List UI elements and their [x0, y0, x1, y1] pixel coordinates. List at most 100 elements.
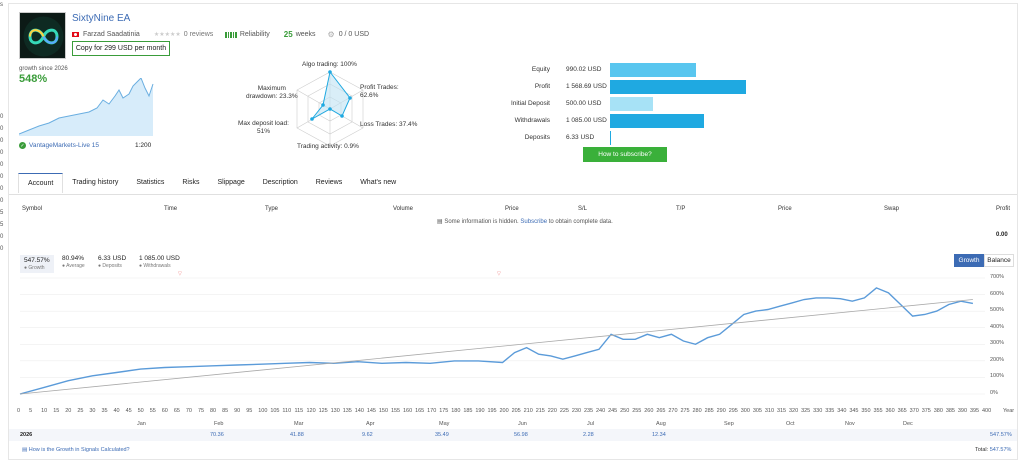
month-label: Nov: [845, 421, 855, 427]
x-tick-label: 215: [535, 408, 545, 414]
x-tick-label: 15: [53, 408, 60, 414]
x-tick-label: 35: [101, 408, 108, 414]
column-header-price[interactable]: Price: [505, 206, 519, 212]
x-tick-label: 390: [957, 408, 968, 414]
stat-withdrawals[interactable]: 1 085.00 USD ● Withdrawals: [139, 255, 180, 269]
broker-account[interactable]: ✓ VantageMarkets-Live 15: [19, 142, 99, 149]
help-icon: ▤: [22, 447, 28, 453]
gutter-label: 0: [0, 174, 4, 180]
column-header-profit[interactable]: Profit: [996, 206, 1011, 212]
reviews-count[interactable]: 0 reviews: [183, 31, 214, 38]
gutter-label: 0: [0, 114, 4, 120]
x-tick-label: 370: [909, 408, 919, 414]
y-tick-label: 200%: [990, 356, 1005, 363]
broker-account-name[interactable]: VantageMarkets-Live 15: [29, 142, 99, 149]
balance-label-initial-deposit: Initial Deposit: [510, 100, 550, 107]
total-value: 547.57%: [989, 447, 1012, 453]
stat-deposits-label: ● Deposits: [98, 263, 122, 269]
x-tick-label: 110: [282, 408, 292, 414]
column-header-volume[interactable]: Volume: [393, 206, 414, 212]
monthly-value[interactable]: 9.62: [362, 432, 373, 438]
gutter-label: 0: [0, 138, 4, 144]
tabs: Account Trading history Statistics Risks…: [18, 173, 405, 193]
y-tick-label: 500%: [990, 307, 1005, 314]
year-summary-row: [9, 429, 1017, 441]
how-to-subscribe-button[interactable]: How to subscribe?: [583, 147, 667, 162]
column-header-close-price[interactable]: Price: [778, 206, 792, 212]
signal-title[interactable]: SixtyNine EA: [72, 13, 131, 24]
subscribers-icon: ⚙: [327, 30, 335, 39]
balance-bar-initial-deposit: [610, 97, 654, 111]
x-tick-label: 0: [17, 408, 21, 414]
gutter-label: 5: [0, 222, 4, 228]
x-tick-label: 75: [197, 408, 205, 414]
x-tick-label: 175: [439, 408, 449, 414]
month-label: Dec: [903, 421, 913, 427]
reliability-label: Reliability: [239, 31, 270, 38]
balance-bar-profit: [610, 80, 746, 94]
x-tick-label: 270: [668, 408, 678, 414]
radar-label-profit: Profit Trades: 62.6%: [360, 84, 399, 100]
x-tick-label: 355: [873, 408, 883, 414]
x-tick-label: 380: [933, 408, 943, 414]
balance-toggle-button[interactable]: Balance: [984, 254, 1014, 267]
tab-slippage[interactable]: Slippage: [217, 179, 245, 186]
monthly-value[interactable]: 41.88: [290, 432, 304, 438]
trend-line: [19, 299, 973, 395]
y-tick-label: 100%: [990, 373, 1005, 380]
x-tick-label: 60: [161, 408, 168, 414]
leverage-value: 1:200: [135, 142, 152, 149]
x-tick-label: 205: [511, 408, 521, 414]
x-axis-label: Year: [1003, 408, 1015, 414]
x-tick-label: 400: [982, 408, 992, 414]
x-tick-label: 375: [921, 408, 931, 414]
copy-signal-button[interactable]: Copy for 299 USD per month: [72, 41, 170, 56]
column-header-sl[interactable]: S/L: [578, 206, 588, 212]
tab-description[interactable]: Description: [262, 179, 298, 186]
column-header-time[interactable]: Time: [164, 206, 178, 212]
balance-label-profit: Profit: [534, 83, 550, 90]
x-tick-label: 170: [427, 408, 437, 414]
x-tick-label: 280: [692, 408, 702, 414]
x-tick-label: 120: [306, 408, 316, 414]
radar-label-activity: Trading activity: 0.9%: [297, 143, 359, 150]
subscribe-link[interactable]: Subscribe: [520, 219, 548, 225]
weeks-label: weeks: [295, 31, 316, 38]
monthly-value[interactable]: 35.49: [435, 432, 449, 438]
tab-reviews[interactable]: Reviews: [315, 179, 343, 186]
growth-calculation-link[interactable]: ▤ How is the Growth in Signals Calculate…: [22, 447, 130, 453]
x-tick-label: 80: [210, 408, 217, 414]
stat-average[interactable]: 80.94% ● Average: [62, 255, 85, 269]
growth-since-label: growth since 2026: [19, 66, 68, 72]
balance-label-deposits: Deposits: [524, 134, 550, 141]
stat-deposits[interactable]: 6.33 USD ● Deposits: [98, 255, 126, 269]
growth-calculation-text[interactable]: How is the Growth in Signals Calculated?: [28, 447, 130, 453]
tab-risks[interactable]: Risks: [182, 179, 200, 186]
column-header-tp[interactable]: T/P: [676, 206, 686, 212]
tab-statistics[interactable]: Statistics: [136, 179, 165, 186]
growth-toggle-button[interactable]: Growth: [954, 254, 984, 267]
column-header-swap[interactable]: Swap: [884, 206, 900, 212]
x-tick-label: 275: [680, 408, 690, 414]
tab-account[interactable]: Account: [18, 173, 64, 193]
tab-whats-new[interactable]: What's new: [360, 179, 397, 186]
monthly-value[interactable]: 70.36: [210, 432, 224, 438]
monthly-value[interactable]: 2.28: [583, 432, 594, 438]
stat-average-label: ● Average: [62, 263, 85, 269]
monthly-value[interactable]: 56.98: [514, 432, 528, 438]
balance-value-initial-deposit: 500.00 USD: [566, 100, 602, 107]
author-name[interactable]: Farzad Saadatinia: [83, 31, 140, 38]
column-header-symbol[interactable]: Symbol: [22, 206, 43, 212]
balance-value-equity: 990.02 USD: [566, 66, 602, 73]
column-header-type[interactable]: Type: [265, 206, 279, 212]
stat-growth[interactable]: 547.57% ● Growth: [20, 255, 54, 273]
radar-label-algo: Algo trading: 100%: [302, 61, 357, 68]
y-tick-label: 700%: [990, 274, 1005, 280]
monthly-value[interactable]: 12.34: [652, 432, 666, 438]
tab-trading-history[interactable]: Trading history: [72, 179, 119, 186]
growth-series-line: [19, 287, 974, 395]
subscribers-value: 0 / 0 USD: [338, 31, 370, 38]
radar-chart: [296, 70, 364, 147]
gutter-label: s: [0, 2, 3, 8]
x-tick-label: 385: [945, 408, 955, 414]
